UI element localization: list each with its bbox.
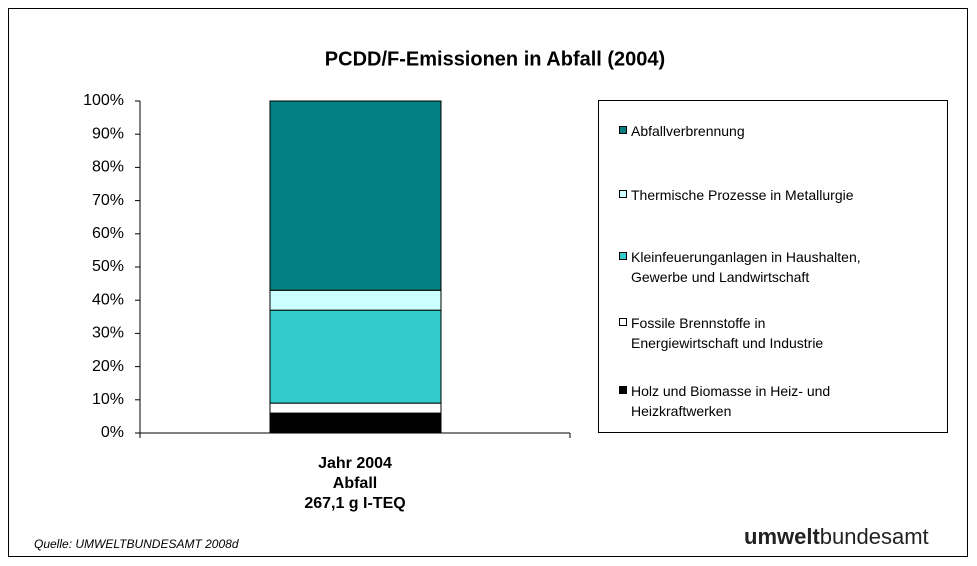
y-tick-label: 60% bbox=[92, 225, 124, 242]
frame bbox=[8, 8, 968, 557]
legend-label: Holz und Biomasse in Heiz- und Heizkraft… bbox=[631, 383, 831, 419]
legend-item: Thermische Prozesse in Metallurgie bbox=[619, 185, 854, 205]
bar-segment bbox=[269, 309, 442, 404]
source: Quelle: UMWELTBUNDESAMT 2008d bbox=[34, 537, 239, 551]
legend-item: Abfallverbrennung bbox=[619, 121, 745, 141]
legend-swatch bbox=[619, 190, 627, 198]
bar-segment bbox=[269, 412, 442, 434]
y-tick-label: 0% bbox=[101, 424, 124, 441]
y-tick-label: 20% bbox=[92, 358, 124, 375]
bar-segment bbox=[269, 289, 442, 311]
legend-label: Fossile Brennstoffe in Energiewirtschaft… bbox=[631, 315, 824, 351]
legend-label: Abfallverbrennung bbox=[631, 123, 745, 139]
legend-item: Fossile Brennstoffe in Energiewirtschaft… bbox=[619, 313, 823, 353]
bar-segment bbox=[269, 100, 442, 291]
bar-segment bbox=[269, 402, 442, 414]
y-tick-label: 90% bbox=[92, 125, 124, 142]
legend-label: Kleinfeuerunganlagen in Haushalten, Gewe… bbox=[631, 249, 861, 285]
y-tick-label: 100% bbox=[83, 92, 124, 109]
y-tick-label: 40% bbox=[92, 291, 124, 308]
legend: Abfallverbrennung Thermische Prozesse in … bbox=[598, 100, 948, 433]
legend-swatch bbox=[619, 318, 627, 326]
legend-swatch bbox=[619, 126, 627, 134]
legend-item: Holz und Biomasse in Heiz- und Heizkraft… bbox=[619, 381, 830, 421]
y-tick-label: 80% bbox=[92, 159, 124, 176]
legend-item: Kleinfeuerunganlagen in Haushalten, Gewe… bbox=[619, 247, 861, 287]
y-tick-label: 30% bbox=[92, 325, 124, 342]
logo-regular: bundesamt bbox=[819, 524, 929, 549]
y-tick-label: 70% bbox=[92, 192, 124, 209]
category-label: Jahr 2004 Abfall 267,1 g I-TEQ bbox=[304, 455, 406, 512]
y-tick-label: 50% bbox=[92, 258, 124, 275]
y-tick-label: 10% bbox=[92, 391, 124, 408]
logo: umweltbundesamt bbox=[744, 524, 929, 550]
legend-label: Thermische Prozesse in Metallurgie bbox=[631, 187, 854, 203]
legend-swatch bbox=[619, 252, 627, 260]
legend-swatch bbox=[619, 386, 627, 394]
logo-bold: umwelt bbox=[744, 524, 820, 549]
chart-title: PCDD/F-Emissionen in Abfall (2004) bbox=[325, 48, 665, 70]
